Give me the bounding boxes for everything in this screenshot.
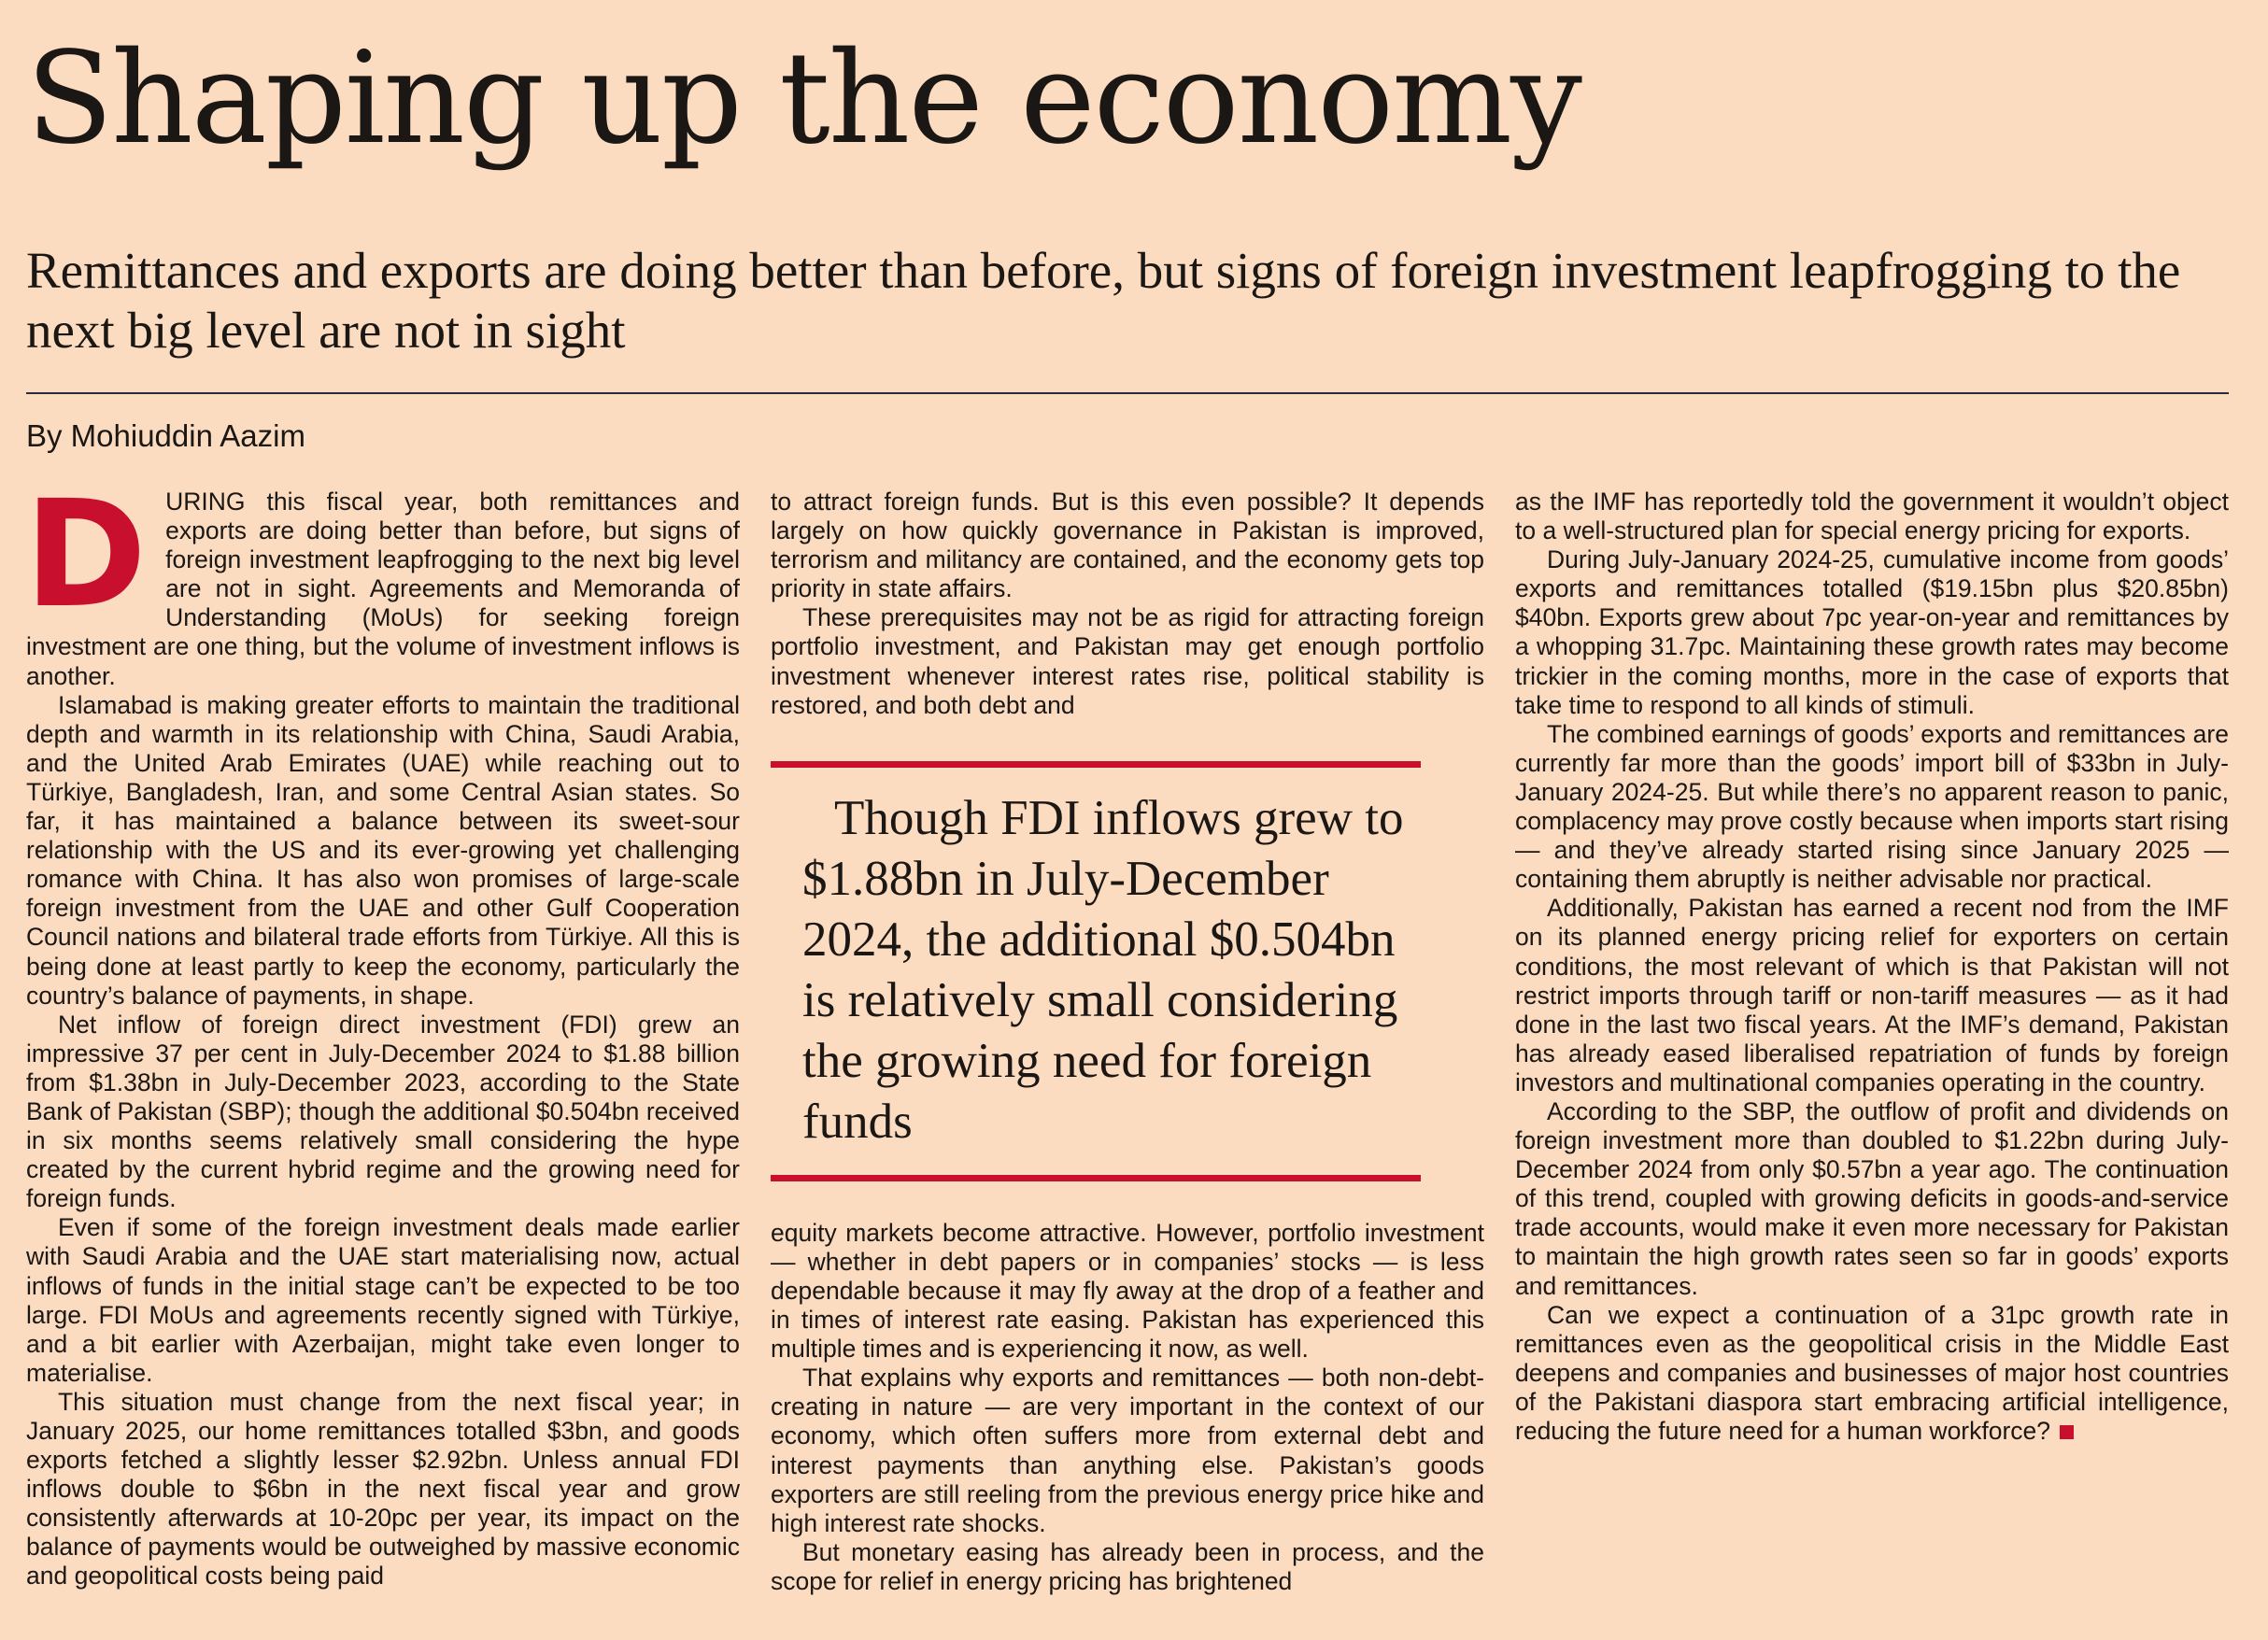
header-divider — [26, 392, 2229, 394]
body-paragraph: This situation must change from the next… — [26, 1387, 740, 1591]
intro-paragraph: URING this fiscal year, both remittances… — [26, 488, 740, 690]
pull-quote-text: Though FDI inflows grew to $1.88bn in Ju… — [802, 790, 1404, 1149]
final-paragraph-text: Can we expect a continuation of a 31pc g… — [1515, 1300, 2229, 1445]
column-2: to attract foreign funds. But is this ev… — [771, 488, 1484, 1596]
body-paragraph: Net inflow of foreign direct investment … — [26, 1010, 740, 1213]
byline: By Mohiuddin Aazim — [26, 418, 305, 453]
body-paragraph: to attract foreign funds. But is this ev… — [771, 488, 1484, 603]
body-paragraph: During July-January 2024-25, cumulative … — [1515, 545, 2229, 719]
final-paragraph: Can we expect a continuation of a 31pc g… — [1515, 1301, 2229, 1446]
pull-quote: Though FDI inflows grew to $1.88bn in Ju… — [771, 760, 1421, 1181]
column-3: as the IMF has reportedly told the gover… — [1515, 488, 2229, 1446]
standfirst: Remittances and exports are doing better… — [26, 242, 2181, 359]
body-paragraph: According to the SBP, the outflow of pro… — [1515, 1096, 2229, 1300]
drop-cap: D — [24, 469, 148, 641]
column-1: D URING this fiscal year, both remittanc… — [24, 469, 740, 1591]
headline: Shaping up the economy — [26, 25, 1582, 173]
pull-quote-bottom-rule — [771, 1174, 1421, 1181]
body-paragraph: Additionally, Pakistan has earned a rece… — [1515, 894, 2229, 1096]
pull-quote-top-rule — [771, 760, 1421, 768]
body-paragraph: That explains why exports and remittance… — [771, 1364, 1484, 1537]
end-of-article-mark — [2060, 1425, 2075, 1439]
body-paragraph: These prerequisites may not be as rigid … — [771, 603, 1484, 719]
body-paragraph: Even if some of the foreign investment d… — [26, 1213, 740, 1387]
body-paragraph: equity markets become attractive. Howeve… — [771, 1218, 1484, 1364]
body-paragraph: The combined earnings of goods’ exports … — [1515, 719, 2229, 894]
body-paragraph: as the IMF has reportedly told the gover… — [1515, 488, 2229, 545]
body-paragraph: Islamabad is making greater efforts to m… — [26, 690, 740, 1010]
body-paragraph: But monetary easing has already been in … — [771, 1537, 1484, 1595]
